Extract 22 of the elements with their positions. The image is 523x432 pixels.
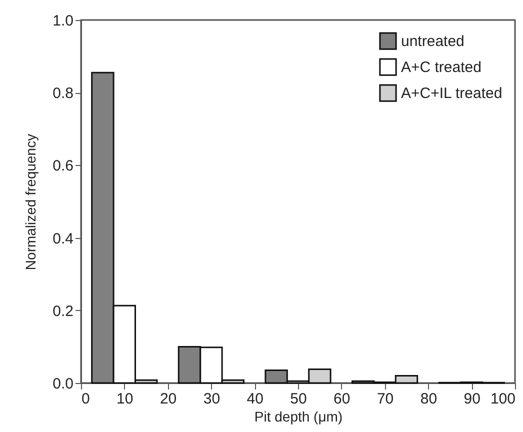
y-tick-label: 0.8 (52, 85, 74, 102)
x-tick-label: 20 (160, 390, 177, 408)
y-tick-label: 1.0 (52, 12, 74, 30)
x-axis-title: Pit depth (μm) (254, 408, 343, 424)
legend-label: untreated (401, 33, 464, 50)
legend-label: A+C treated (401, 59, 482, 76)
x-tick-label: 10 (116, 390, 134, 408)
x-tick-label: 40 (246, 390, 264, 408)
y-tick-label: 0.4 (52, 230, 74, 248)
y-tick-label: 0.0 (52, 376, 74, 392)
legend-label: A+C+IL treated (401, 85, 502, 102)
x-tick-label: 30 (203, 390, 220, 408)
x-tick-label: 50 (290, 390, 307, 408)
x-tick-label: 100 (490, 390, 516, 408)
x-tick-label: 60 (334, 390, 350, 408)
x-tick-label: 0 (82, 390, 90, 408)
x-tick-label: 90 (464, 390, 480, 408)
y-tick-label: 0.2 (52, 302, 74, 320)
y-tick-label: 0.6 (52, 158, 74, 175)
y-axis-title: Normalized frequency (22, 134, 39, 270)
x-tick-label: 70 (376, 390, 394, 408)
x-tick-label: 80 (420, 390, 438, 408)
